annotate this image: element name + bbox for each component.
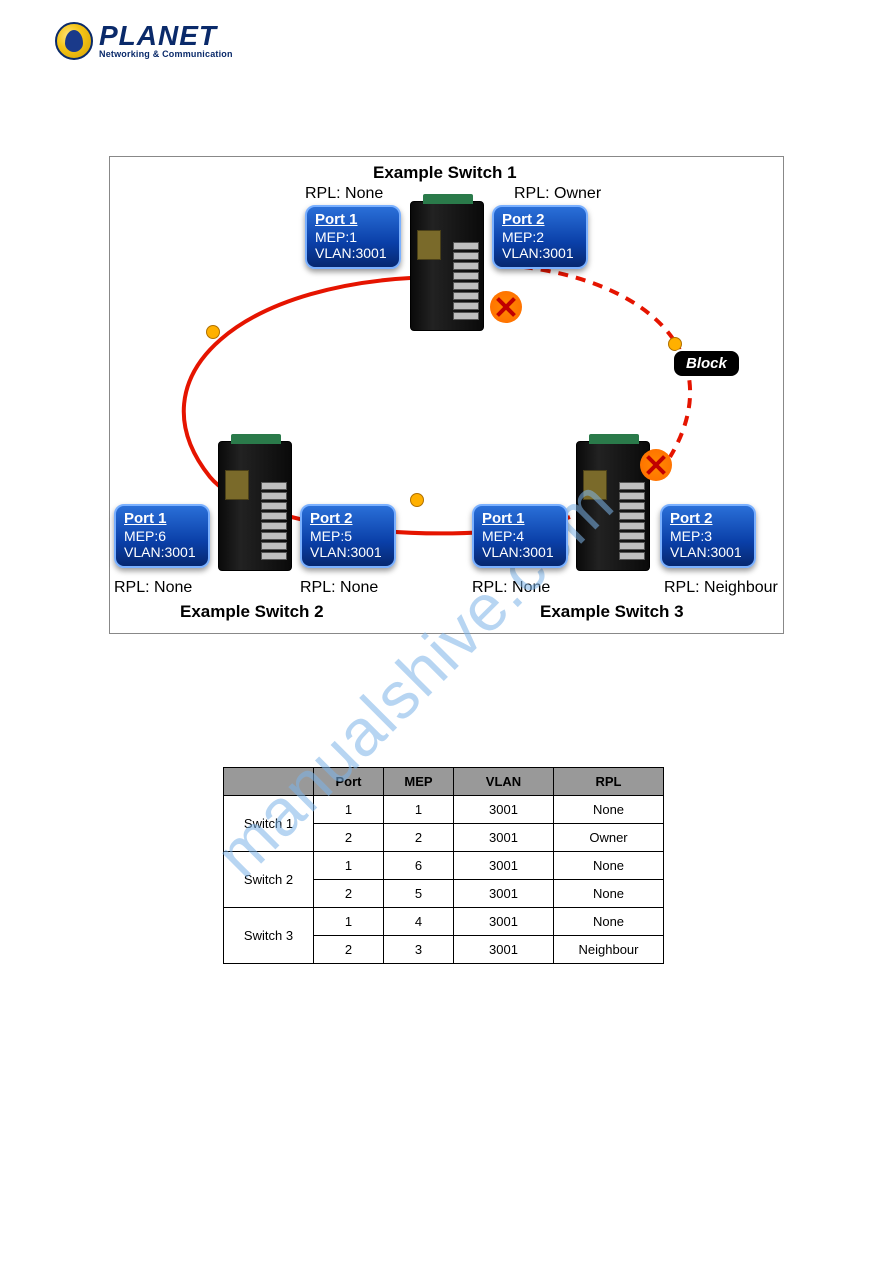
cell-rpl: Neighbour — [554, 936, 664, 964]
logo-tagline: Networking & Communication — [99, 49, 233, 59]
table-row: Switch 1 1 1 3001 None — [224, 796, 664, 824]
erps-config-table: Port MEP VLAN RPL Switch 1 1 1 3001 None… — [223, 767, 664, 964]
table-row: Switch 3 1 4 3001 None — [224, 908, 664, 936]
cell-vlan: 3001 — [454, 824, 554, 852]
port-mep: MEP:2 — [502, 229, 578, 245]
switch2-port2-tag: Port 2 MEP:5 VLAN:3001 — [300, 504, 396, 568]
port-name: Port 2 — [502, 211, 578, 228]
cell-mep: 3 — [384, 936, 454, 964]
cell-mep: 6 — [384, 852, 454, 880]
switch3-device — [576, 441, 650, 571]
ring-dot — [206, 325, 220, 339]
switch1-port2-tag: Port 2 MEP:2 VLAN:3001 — [492, 205, 588, 269]
port-mep: MEP:1 — [315, 229, 391, 245]
ring-topology-diagram: Example Switch 1 RPL: None RPL: Owner Po… — [109, 156, 784, 634]
cell-port: 2 — [314, 936, 384, 964]
cell-port: 2 — [314, 824, 384, 852]
switch2-device — [218, 441, 292, 571]
cell-port: 1 — [314, 796, 384, 824]
cell-rpl: None — [554, 908, 664, 936]
block-x-icon — [640, 449, 672, 481]
cell-mep: 5 — [384, 880, 454, 908]
port-mep: MEP:5 — [310, 528, 386, 544]
port-name: Port 2 — [670, 510, 746, 527]
cell-rpl: None — [554, 796, 664, 824]
port-vlan: VLAN:3001 — [670, 544, 746, 560]
block-badge: Block — [672, 349, 741, 378]
block-x-icon — [490, 291, 522, 323]
switch3-port2-tag: Port 2 MEP:3 VLAN:3001 — [660, 504, 756, 568]
ring-dot — [410, 493, 424, 507]
port-vlan: VLAN:3001 — [310, 544, 386, 560]
cell-switch: Switch 1 — [224, 796, 314, 852]
th-mep: MEP — [384, 768, 454, 796]
th-switch — [224, 768, 314, 796]
cell-mep: 2 — [384, 824, 454, 852]
cell-vlan: 3001 — [454, 908, 554, 936]
port-name: Port 1 — [482, 510, 558, 527]
cell-vlan: 3001 — [454, 796, 554, 824]
cell-mep: 1 — [384, 796, 454, 824]
port-vlan: VLAN:3001 — [482, 544, 558, 560]
cell-vlan: 3001 — [454, 852, 554, 880]
switch3-port1-tag: Port 1 MEP:4 VLAN:3001 — [472, 504, 568, 568]
brand-logo: PLANET Networking & Communication — [55, 22, 255, 72]
switch1-port1-tag: Port 1 MEP:1 VLAN:3001 — [305, 205, 401, 269]
cell-port: 1 — [314, 852, 384, 880]
cell-rpl: Owner — [554, 824, 664, 852]
th-vlan: VLAN — [454, 768, 554, 796]
th-rpl: RPL — [554, 768, 664, 796]
cell-vlan: 3001 — [454, 936, 554, 964]
cell-port: 2 — [314, 880, 384, 908]
port-mep: MEP:3 — [670, 528, 746, 544]
table-header-row: Port MEP VLAN RPL — [224, 768, 664, 796]
switch2-port1-tag: Port 1 MEP:6 VLAN:3001 — [114, 504, 210, 568]
port-vlan: VLAN:3001 — [502, 245, 578, 261]
port-name: Port 1 — [124, 510, 200, 527]
cell-switch: Switch 3 — [224, 908, 314, 964]
table-row: Switch 2 1 6 3001 None — [224, 852, 664, 880]
port-vlan: VLAN:3001 — [124, 544, 200, 560]
logo-brand: PLANET — [99, 23, 233, 48]
cell-mep: 4 — [384, 908, 454, 936]
port-mep: MEP:6 — [124, 528, 200, 544]
cell-vlan: 3001 — [454, 880, 554, 908]
cell-port: 1 — [314, 908, 384, 936]
cell-rpl: None — [554, 852, 664, 880]
switch1-device — [410, 201, 484, 331]
port-name: Port 2 — [310, 510, 386, 527]
cell-rpl: None — [554, 880, 664, 908]
port-mep: MEP:4 — [482, 528, 558, 544]
port-name: Port 1 — [315, 211, 391, 228]
planet-globe-icon — [55, 22, 93, 60]
th-port: Port — [314, 768, 384, 796]
port-vlan: VLAN:3001 — [315, 245, 391, 261]
cell-switch: Switch 2 — [224, 852, 314, 908]
